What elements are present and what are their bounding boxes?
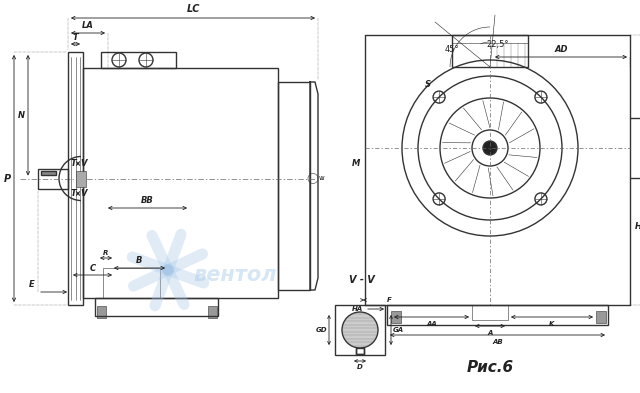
Text: N: N — [18, 111, 25, 120]
Bar — [103, 268, 160, 298]
Bar — [278, 82, 310, 290]
Text: 45°: 45° — [445, 46, 460, 55]
Text: P: P — [4, 173, 11, 184]
Bar — [101, 52, 176, 68]
Bar — [83, 68, 278, 298]
Bar — [208, 306, 217, 318]
Text: HA: HA — [352, 306, 363, 312]
Text: A: A — [487, 330, 493, 336]
Bar — [596, 311, 606, 323]
Text: LA: LA — [82, 21, 94, 30]
Text: AD: AD — [554, 45, 568, 54]
Text: B: B — [136, 256, 143, 265]
Bar — [452, 35, 528, 67]
Bar — [387, 305, 608, 325]
Text: вентол: вентол — [193, 265, 276, 285]
Text: R: R — [103, 250, 109, 256]
Bar — [68, 52, 83, 305]
Text: T: T — [70, 159, 76, 168]
Text: F: F — [387, 297, 392, 303]
Text: T: T — [70, 189, 76, 198]
Text: H: H — [635, 222, 640, 231]
Text: w: w — [319, 176, 324, 182]
Text: AA: AA — [426, 321, 437, 327]
Text: V - V: V - V — [349, 275, 375, 285]
Circle shape — [342, 312, 378, 348]
Text: GA: GA — [393, 327, 404, 333]
Bar — [97, 306, 106, 318]
Circle shape — [483, 141, 497, 155]
Text: C: C — [90, 264, 95, 273]
Text: D: D — [357, 364, 363, 370]
Text: K: K — [549, 321, 555, 327]
Bar — [41, 171, 56, 174]
Text: T: T — [72, 33, 78, 42]
Text: V: V — [80, 159, 86, 168]
Text: GD: GD — [316, 327, 327, 333]
Bar — [391, 311, 401, 323]
Bar — [335, 305, 385, 355]
Text: V: V — [80, 189, 86, 198]
Text: E: E — [29, 280, 35, 289]
Bar — [356, 348, 364, 354]
Text: M: M — [351, 158, 360, 167]
Text: S: S — [425, 80, 431, 89]
Bar — [95, 298, 218, 316]
Text: Рис.6: Рис.6 — [467, 360, 513, 375]
Bar — [38, 169, 68, 189]
Text: LC: LC — [186, 4, 200, 14]
Text: 22,5°: 22,5° — [487, 40, 509, 50]
Text: AB: AB — [492, 339, 503, 345]
Bar — [76, 171, 86, 187]
Text: BB: BB — [141, 196, 154, 205]
Bar — [472, 305, 508, 320]
